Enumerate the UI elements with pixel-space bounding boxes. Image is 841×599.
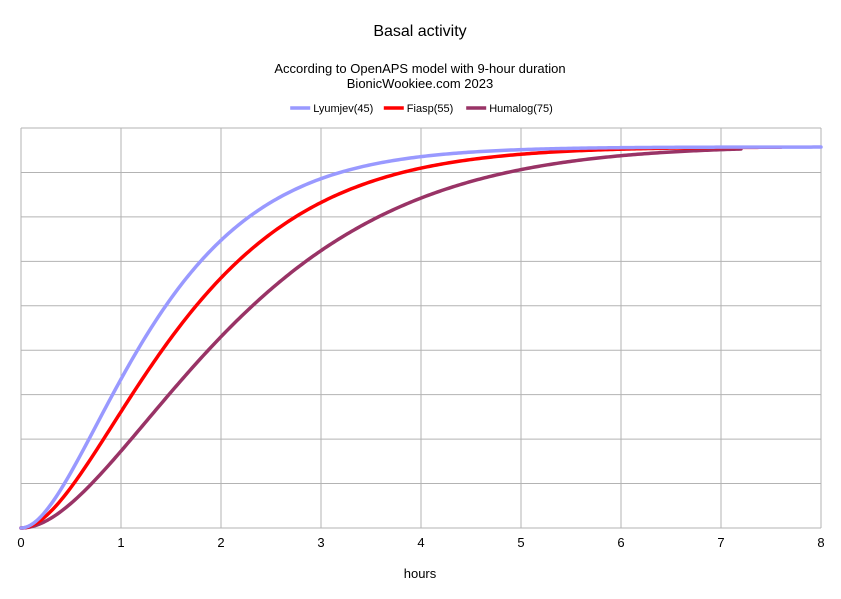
legend-label-lyumjev-45: Lyumjev(45) (313, 103, 373, 115)
chart-title: Basal activity (373, 23, 466, 40)
x-tick-label: 8 (817, 535, 824, 550)
x-axis-ticks: 0 1 2 3 4 5 6 7 8 (17, 535, 824, 550)
series-line-humalog-75 (19, 147, 743, 530)
x-tick-label: 0 (17, 535, 24, 550)
legend: Lyumjev(45) Fiasp(55) Humalog(75) (290, 103, 553, 115)
chart-subtitle-line-2: BionicWookiee.com 2023 (347, 76, 493, 91)
series-line-fiasp-55 (19, 145, 783, 530)
x-tick-label: 3 (317, 535, 324, 550)
legend-label-humalog-75: Humalog(75) (489, 103, 553, 115)
x-tick-label: 4 (417, 535, 424, 550)
legend-label-fiasp-55: Fiasp(55) (407, 103, 453, 115)
x-tick-label: 1 (117, 535, 124, 550)
chart-subtitle-line-1: According to OpenAPS model with 9-hour d… (274, 61, 565, 76)
x-tick-label: 2 (217, 535, 224, 550)
x-axis-label: hours (404, 566, 437, 581)
grid (20, 127, 822, 529)
series-line-lyumjev-45 (19, 145, 823, 530)
x-tick-label: 7 (717, 535, 724, 550)
series-lines (19, 145, 823, 530)
x-tick-label: 6 (617, 535, 624, 550)
x-tick-label: 5 (517, 535, 524, 550)
